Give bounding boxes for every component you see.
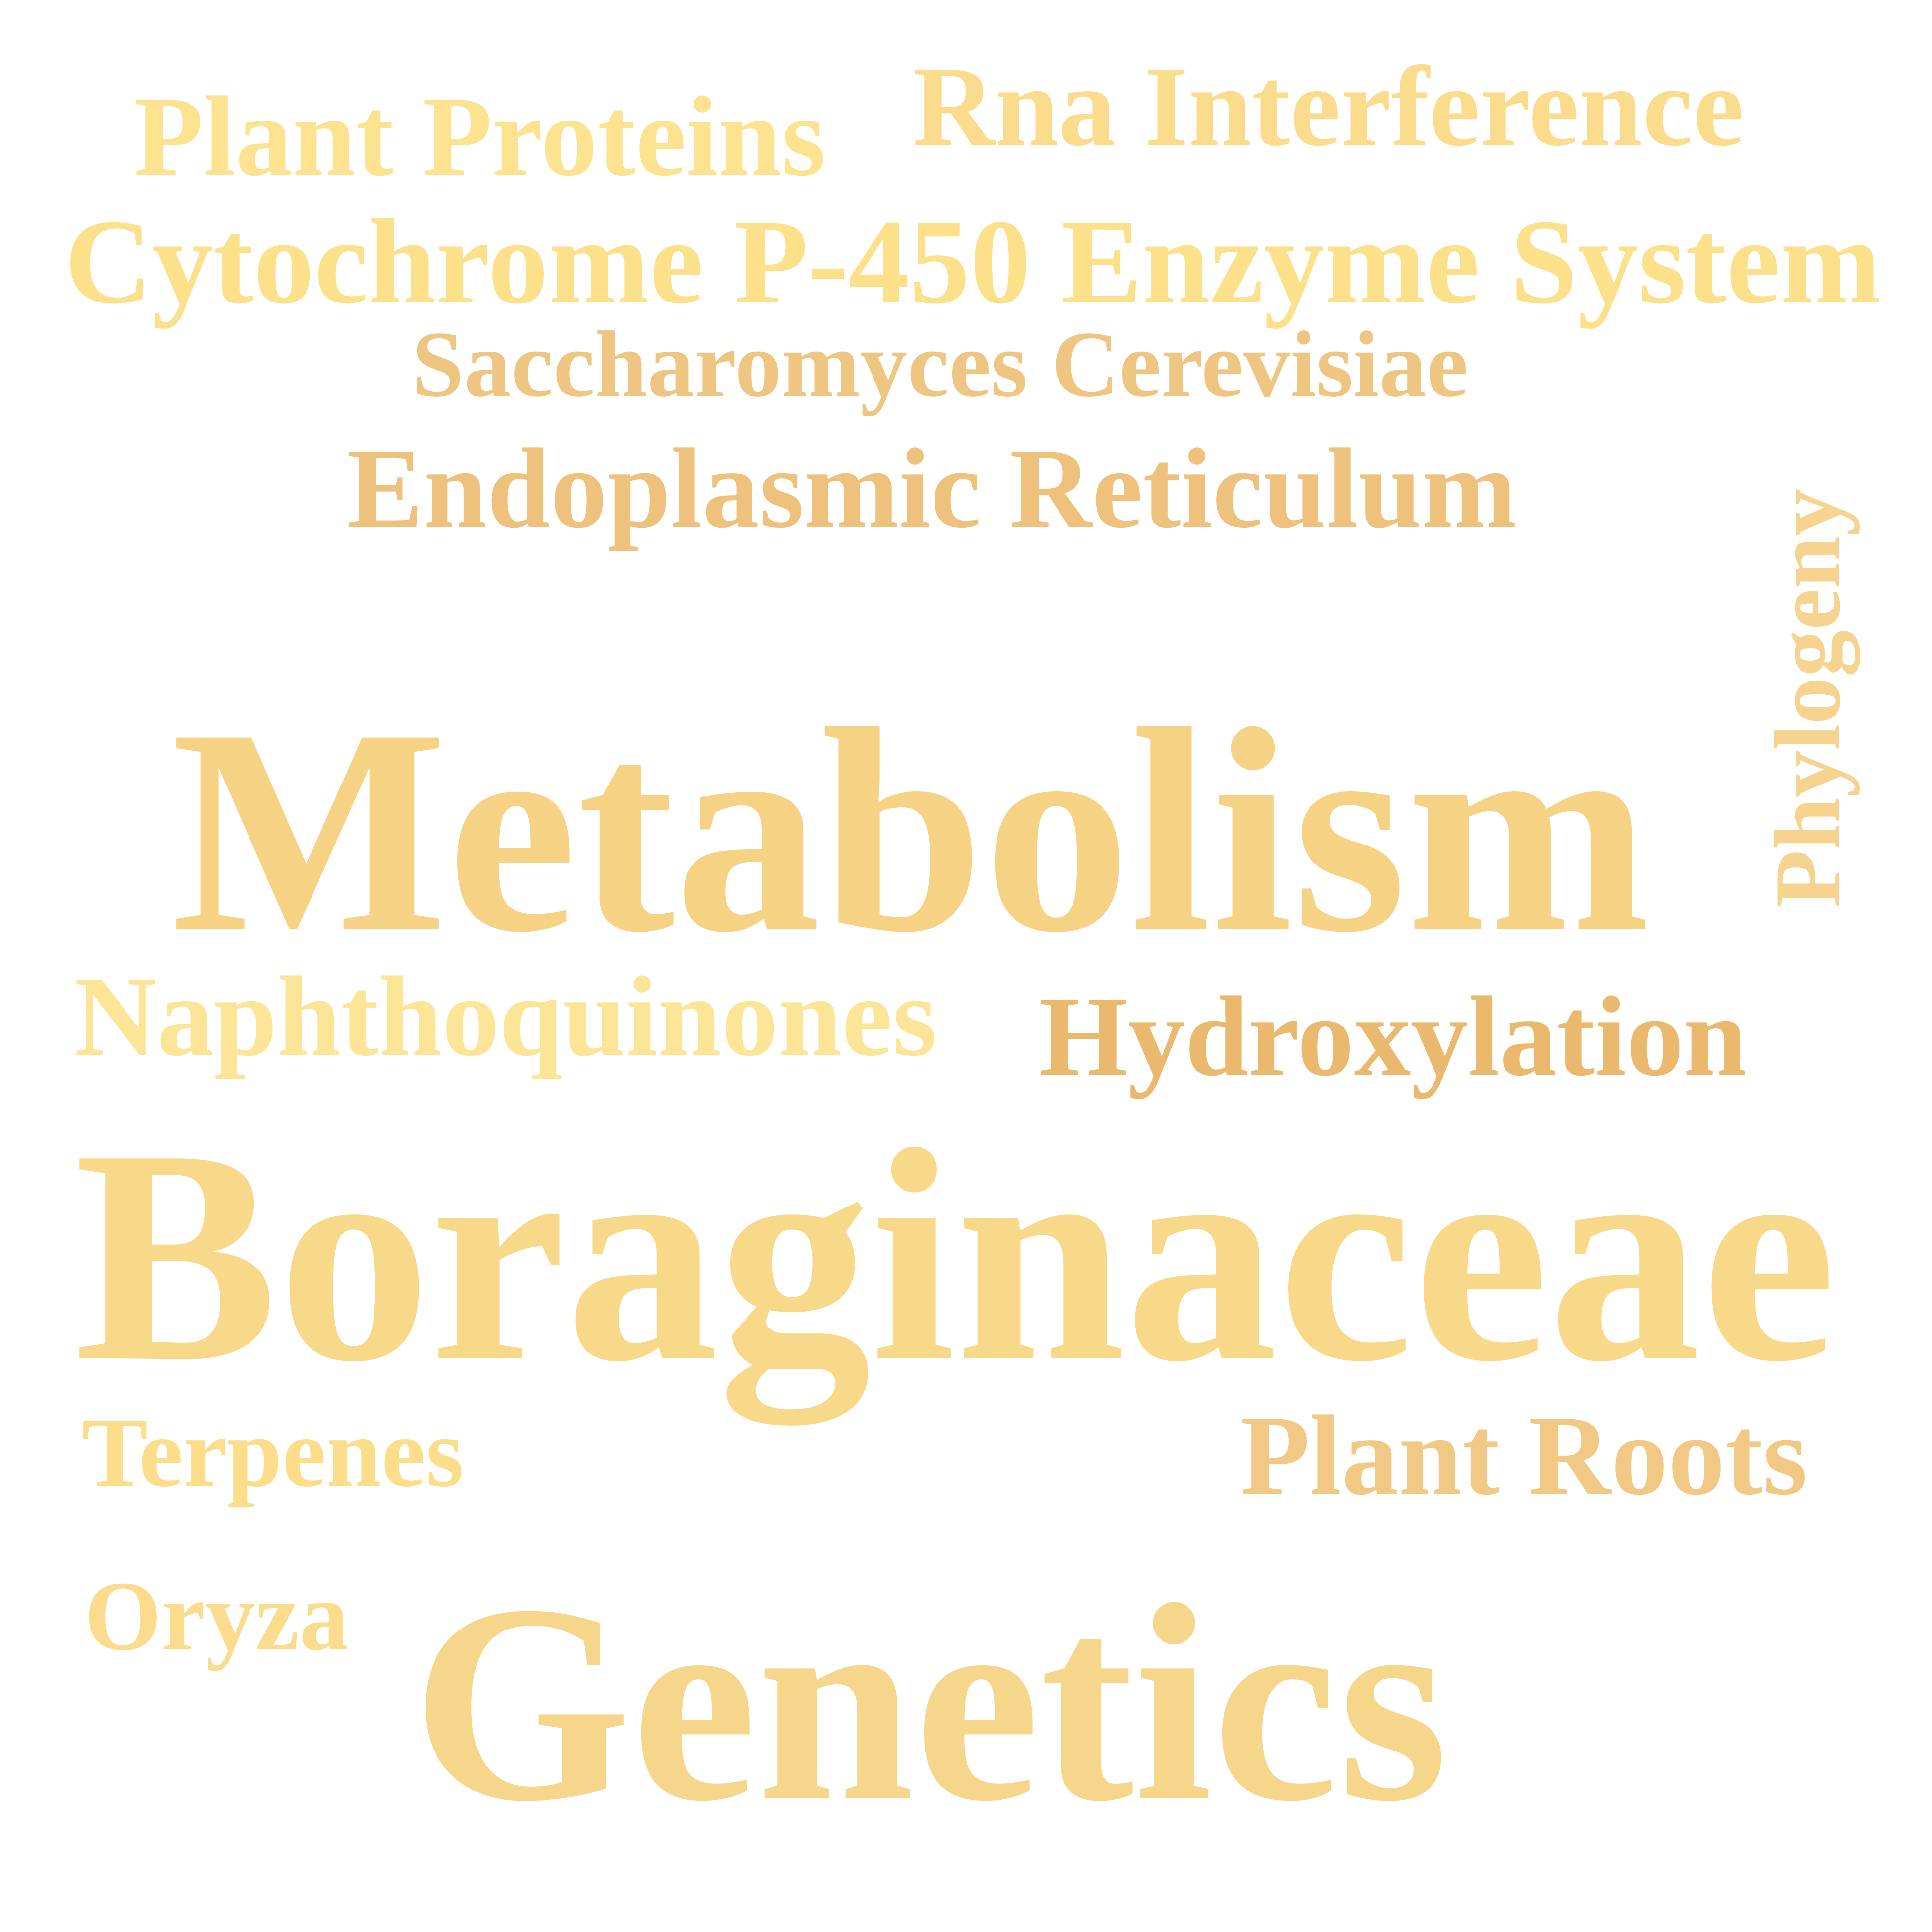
word-hydroxylation: Hydroxylation xyxy=(1039,973,1747,1099)
word-saccharomyces-cerevisiae: Saccharomyces Cerevisiae xyxy=(412,312,1468,417)
word-cytochrome-p450-enzyme-system: Cytochrome P-450 Enzyme System xyxy=(64,194,1881,329)
word-endoplasmic-reticulum: Endoplasmic Reticulum xyxy=(347,425,1517,551)
word-plant-roots: Plant Roots xyxy=(1240,1392,1807,1518)
word-genetics: Genetics xyxy=(412,1547,1448,1860)
word-rna-interference: Rna Interference xyxy=(913,43,1744,170)
word-phylogeny: Phylogeny xyxy=(1756,488,1860,907)
word-plant-proteins: Plant Proteins xyxy=(134,73,826,199)
word-oryza: Oryza xyxy=(84,1562,349,1671)
word-naphthoquinones: Naphthoquinones xyxy=(74,953,937,1080)
word-boraginaceae: Boraginaceae xyxy=(74,1087,1837,1425)
word-metabolism: Metabolism xyxy=(171,668,1651,993)
word-terpenes: Terpenes xyxy=(82,1398,464,1508)
